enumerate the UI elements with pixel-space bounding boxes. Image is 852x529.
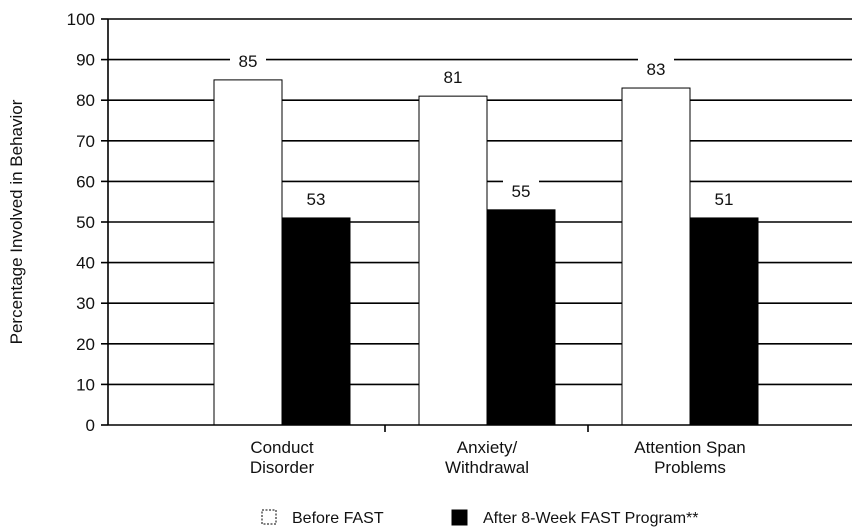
- category-label: Attention Span: [634, 438, 746, 457]
- bar-before-fast: [418, 95, 488, 426]
- legend-swatch-after: [451, 509, 468, 526]
- labels: 0 10 20 30 40 50 60 70 80 90 100 85 53 ConductDisorde…: [7, 10, 746, 477]
- y-tick-label: 100: [67, 10, 95, 29]
- y-tick-label: 30: [76, 294, 95, 313]
- y-tick-label: 60: [76, 172, 95, 191]
- y-tick-label: 80: [76, 91, 95, 110]
- category-label: Disorder: [250, 458, 315, 477]
- category-label: Withdrawal: [445, 458, 529, 477]
- y-tick-label: 70: [76, 132, 95, 151]
- data-label-before: 85: [239, 52, 258, 71]
- data-label-bg: [435, 65, 471, 88]
- data-label-bg: [706, 186, 742, 209]
- category-label: Anxiety/: [457, 438, 518, 457]
- bar-after-fast: [486, 209, 556, 426]
- y-tick-label: 10: [76, 375, 95, 394]
- data-label-after: 53: [307, 190, 326, 209]
- legend: Before FAST After 8-Week FAST Program**: [261, 509, 698, 527]
- data-label-before: 81: [444, 68, 463, 87]
- data-label-bg: [298, 186, 334, 209]
- data-label-bg: [503, 178, 539, 201]
- y-tick-label: 0: [86, 416, 95, 435]
- bar-before-fast: [621, 87, 691, 426]
- bars: [213, 79, 759, 426]
- legend-label-after: After 8-Week FAST Program**: [483, 510, 698, 527]
- data-label-before: 83: [647, 60, 666, 79]
- data-label-after: 51: [715, 190, 734, 209]
- bar-after-fast: [689, 217, 759, 426]
- legend-label-before: Before FAST: [292, 510, 384, 527]
- y-tick-label: 50: [76, 213, 95, 232]
- data-label-after: 55: [512, 182, 531, 201]
- y-axis-title: Percentage Involved in Behavior: [7, 99, 26, 344]
- y-tick-label: 40: [76, 254, 95, 273]
- y-tick-label: 90: [76, 51, 95, 70]
- category-label: Conduct: [250, 438, 314, 457]
- legend-swatch-before: [261, 509, 277, 525]
- axes: [101, 18, 852, 432]
- bar-after-fast: [281, 217, 351, 426]
- category-label: Problems: [654, 458, 726, 477]
- data-label-bg: [638, 57, 674, 80]
- data-label-bg: [230, 48, 266, 71]
- bar-before-fast: [213, 79, 283, 426]
- y-tick-label: 20: [76, 335, 95, 354]
